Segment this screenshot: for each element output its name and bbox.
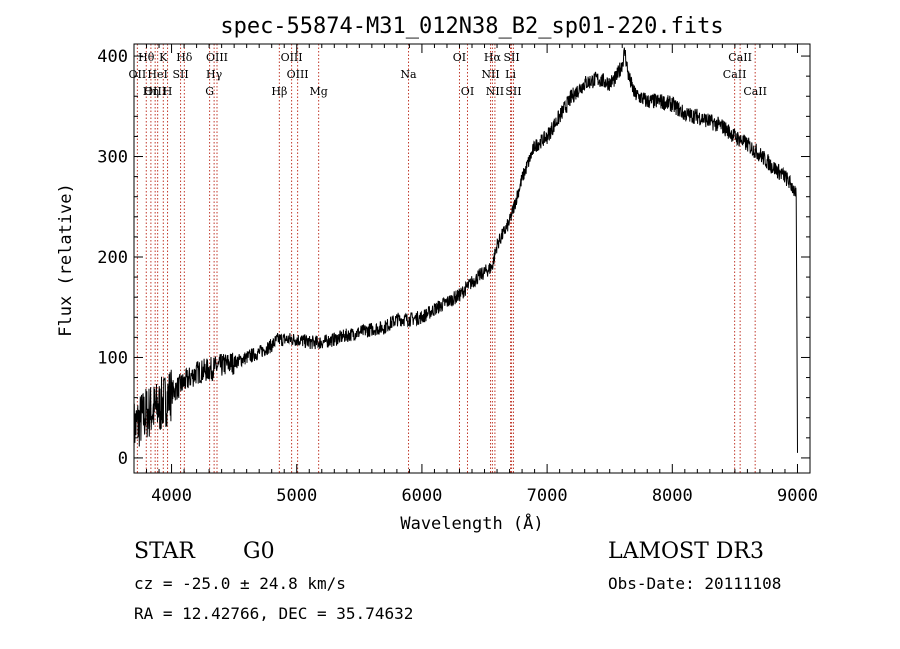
x-tick-label: 6000	[401, 486, 442, 506]
redshift-readout: cz = -25.0 ± 24.8 km/s	[134, 574, 346, 593]
emission-line-label: Mg	[309, 85, 327, 98]
emission-line-label: OIII	[144, 85, 166, 98]
emission-line-label: Hθ	[138, 51, 155, 64]
spectrum-series	[133, 47, 798, 456]
x-tick-label: 5000	[276, 486, 317, 506]
x-tick-label: 9000	[777, 486, 818, 506]
object-subclass: G0	[243, 539, 275, 564]
emission-line-label: SII	[503, 51, 519, 64]
emission-line-label: NII	[481, 68, 499, 81]
x-tick-label: 7000	[527, 486, 568, 506]
emission-line-label: OIII	[206, 51, 228, 64]
emission-line-label: CaII	[743, 85, 767, 98]
object-type: STAR	[134, 539, 195, 564]
emission-line-label: CaII	[728, 51, 752, 64]
y-tick-label: 200	[97, 248, 128, 268]
emission-line-label: OI	[453, 51, 466, 64]
emission-line-label: H	[163, 85, 173, 98]
emission-line-label: OI	[461, 85, 474, 98]
emission-line-label: Hβ	[271, 85, 287, 98]
axis-ticks: 4000 5000 6000 7000 8000 9000 0 100 200 300 400	[97, 44, 818, 506]
obs-date: Obs-Date: 20111108	[608, 574, 782, 593]
emission-line-markers	[136, 44, 756, 473]
emission-line-label: CaII	[723, 68, 747, 81]
emission-line-label: OII	[129, 68, 147, 81]
x-tick-label: 4000	[151, 486, 192, 506]
y-tick-label: 0	[118, 449, 128, 469]
emission-line-label: OIII	[281, 51, 303, 64]
spectrum-line	[133, 47, 798, 456]
emission-line-label: SII	[505, 85, 521, 98]
coordinates: RA = 12.42766, DEC = 35.74632	[134, 604, 414, 623]
emission-line-label: K	[159, 51, 168, 64]
emission-line-label: G	[205, 85, 214, 98]
x-axis-label: Wavelength (Å)	[400, 512, 543, 534]
emission-line-label: Li	[505, 68, 516, 81]
y-tick-label: 300	[97, 148, 128, 168]
y-tick-label: 400	[97, 47, 128, 67]
emission-line-label: Hα	[484, 51, 502, 64]
plot-frame	[133, 43, 811, 474]
y-tick-label: 100	[97, 348, 128, 368]
emission-line-label: NII	[486, 85, 504, 98]
emission-line-label: SII	[172, 68, 188, 81]
survey-name: LAMOST DR3	[608, 539, 764, 564]
x-tick-label: 8000	[652, 486, 693, 506]
chart-title: spec-55874-M31_012N38_B2_sp01-220.fits	[220, 14, 723, 39]
emission-line-label: Hγ	[206, 68, 223, 81]
emission-line-label: HeI	[147, 68, 167, 81]
emission-line-label: OIII	[287, 68, 309, 81]
emission-line-label: Na	[400, 68, 417, 81]
y-axis-label: Flux (relative)	[56, 183, 76, 337]
emission-line-label: Hδ	[176, 51, 193, 64]
emission-line-label: Hη	[143, 85, 159, 98]
